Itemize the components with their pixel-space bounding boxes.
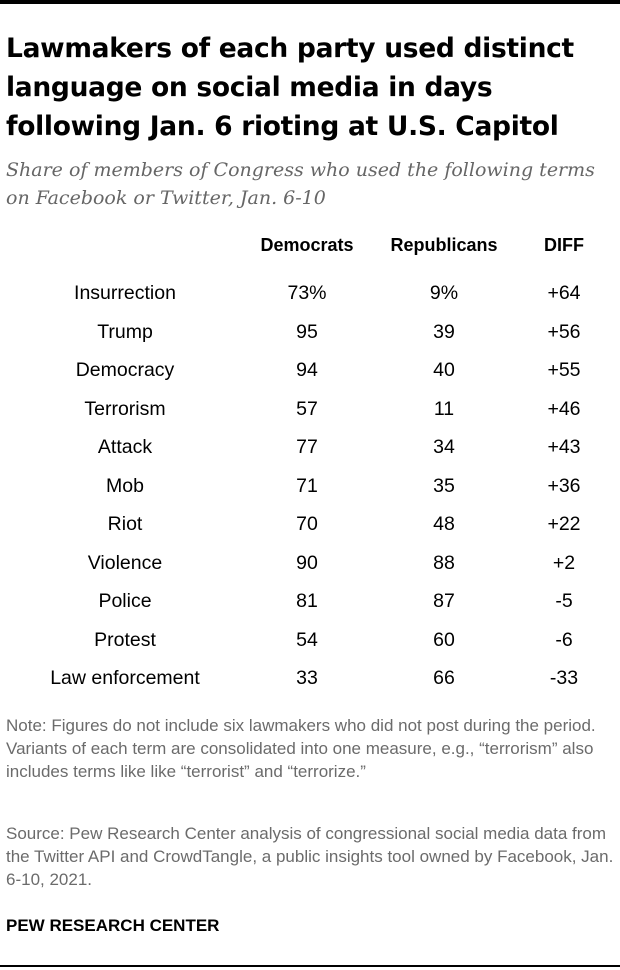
diff-value: -5: [555, 590, 573, 612]
republicans-value: 48: [433, 513, 455, 535]
diff-value: +22: [547, 513, 581, 535]
term-cell: Protest: [94, 628, 156, 651]
democrats-value: 57: [296, 397, 318, 420]
chart-title: Lawmakers of each party used distinct la…: [6, 33, 574, 142]
republicans-value: 34: [433, 436, 455, 458]
diff-value: +2: [552, 551, 576, 574]
democrats-value: 77: [296, 436, 318, 458]
democrats-value: 94: [296, 359, 318, 381]
democrats-value: 95: [296, 320, 318, 343]
democrats-value: 90: [296, 551, 318, 574]
diff-value: +43: [547, 436, 581, 458]
diff-value: +55: [547, 359, 581, 381]
diff-value: -6: [555, 628, 573, 651]
term-cell: Riot: [107, 513, 143, 535]
democrats-value: 54: [296, 628, 318, 651]
term-cell: Attack: [97, 436, 153, 458]
term-cell: Insurrection: [74, 282, 176, 304]
republicans-value: 88: [433, 551, 455, 574]
republicans-value: 9%: [429, 282, 459, 304]
republicans-value: 35: [433, 474, 455, 497]
bottom-rule: [0, 965, 620, 967]
column-header-democrats: Democrats: [260, 235, 354, 255]
diff-value: -33: [549, 667, 579, 689]
chart-subtitle: Share of members of Congress who used th…: [6, 159, 595, 209]
term-cell: Police: [98, 590, 152, 612]
diff-value: +56: [547, 320, 581, 343]
republicans-value: 66: [433, 667, 455, 689]
republicans-value: 60: [433, 628, 455, 651]
term-cell: Mob: [106, 474, 144, 497]
democrats-value: 81: [296, 590, 318, 612]
footnote: Note: Figures do not include six lawmake…: [6, 716, 596, 781]
term-cell: Trump: [97, 320, 153, 343]
democrats-value: 71: [296, 474, 318, 497]
republicans-value: 40: [433, 359, 455, 381]
term-cell: Terrorism: [84, 397, 166, 420]
diff-value: +36: [547, 474, 581, 497]
term-cell: Violence: [87, 551, 163, 574]
democrats-value: 33: [296, 667, 318, 689]
diff-value: +64: [547, 282, 581, 304]
source-note: Source: Pew Research Center analysis of …: [6, 824, 614, 889]
republicans-value: 87: [433, 590, 455, 612]
democrats-value: 73%: [287, 282, 327, 304]
column-header-diff: DIFF: [544, 235, 584, 255]
brand-logo-text: PEW RESEARCH CENTER: [6, 916, 220, 935]
column-header-republicans: Republicans: [390, 235, 498, 255]
term-cell: Democracy: [75, 359, 175, 381]
top-rule: [0, 0, 620, 4]
democrats-value: 70: [296, 513, 318, 535]
diff-value: +46: [547, 397, 581, 420]
republicans-value: 39: [433, 320, 455, 343]
republicans-value: 11: [433, 397, 455, 420]
term-cell: Law enforcement: [50, 667, 200, 689]
